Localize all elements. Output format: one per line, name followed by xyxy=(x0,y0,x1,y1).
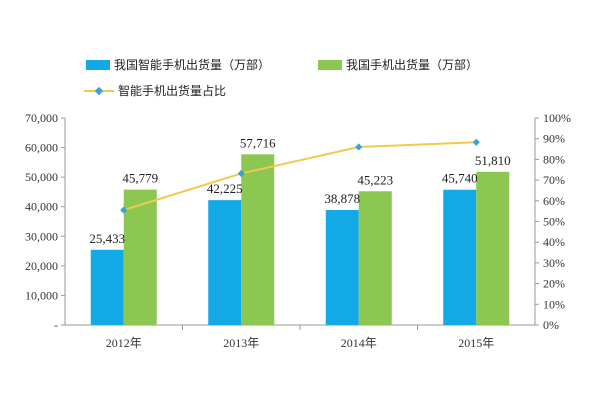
y-right-tick-label: 90% xyxy=(543,132,565,146)
bar-smartphone xyxy=(208,200,242,325)
share-marker xyxy=(120,206,128,214)
y-left-tick-label: 60,000 xyxy=(25,141,58,155)
legend-label-smartphone: 我国智能手机出货量（万部） xyxy=(114,58,271,72)
data-label-smartphone: 45,740 xyxy=(442,171,478,186)
bar-total xyxy=(241,154,275,325)
y-left-tick-label: - xyxy=(54,318,58,332)
bar-smartphone xyxy=(325,210,359,325)
data-label-smartphone: 38,878 xyxy=(324,191,360,206)
y-left-tick-label: 40,000 xyxy=(25,200,58,214)
legend-item-total: 我国手机出货量（万部） xyxy=(318,56,478,73)
y-left-tick-label: 30,000 xyxy=(25,229,58,243)
share-marker xyxy=(472,138,480,146)
x-tick-label: 2014年 xyxy=(341,336,377,350)
data-label-total: 45,223 xyxy=(357,172,393,187)
data-label-smartphone: 25,433 xyxy=(89,231,125,246)
legend-swatch-share xyxy=(84,86,114,96)
legend-item-share: 智能手机出货量占比 xyxy=(84,82,226,99)
x-tick-label: 2012年 xyxy=(106,336,142,350)
data-label-smartphone: 42,225 xyxy=(207,181,243,196)
legend-label-share: 智能手机出货量占比 xyxy=(118,84,227,98)
y-right-tick-label: 60% xyxy=(543,194,565,208)
y-right-tick-label: 50% xyxy=(543,215,565,229)
bar-total xyxy=(358,191,392,325)
y-left-tick-label: 10,000 xyxy=(25,288,58,302)
share-marker xyxy=(355,143,363,151)
data-label-total: 51,810 xyxy=(475,153,511,168)
bar-smartphone xyxy=(90,249,124,325)
y-right-tick-label: 0% xyxy=(543,318,559,332)
y-right-tick-label: 40% xyxy=(543,235,565,249)
y-right-tick-label: 20% xyxy=(543,277,565,291)
y-left-tick-label: 70,000 xyxy=(25,111,58,125)
y-right-tick-label: 70% xyxy=(543,173,565,187)
legend-swatch-smartphone xyxy=(86,59,110,70)
legend-item-smartphone: 我国智能手机出货量（万部） xyxy=(86,56,270,73)
bar-total xyxy=(123,189,157,325)
bar-total xyxy=(476,171,510,325)
share-line xyxy=(123,141,477,212)
y-right-tick-label: 100% xyxy=(543,111,571,125)
data-label-total: 45,779 xyxy=(122,171,158,186)
y-left-tick-label: 20,000 xyxy=(25,259,58,273)
bar-smartphone xyxy=(443,189,477,325)
legend-swatch-total xyxy=(318,59,342,70)
y-right-tick-label: 10% xyxy=(543,297,565,311)
x-tick-label: 2013年 xyxy=(223,336,259,350)
data-label-total: 57,716 xyxy=(240,135,276,150)
legend-label-total: 我国手机出货量（万部） xyxy=(346,58,479,72)
x-tick-label: 2015年 xyxy=(458,336,494,350)
y-right-tick-label: 30% xyxy=(543,256,565,270)
y-left-tick-label: 50,000 xyxy=(25,170,58,184)
share-marker xyxy=(237,169,245,178)
y-right-tick-label: 80% xyxy=(543,152,565,166)
